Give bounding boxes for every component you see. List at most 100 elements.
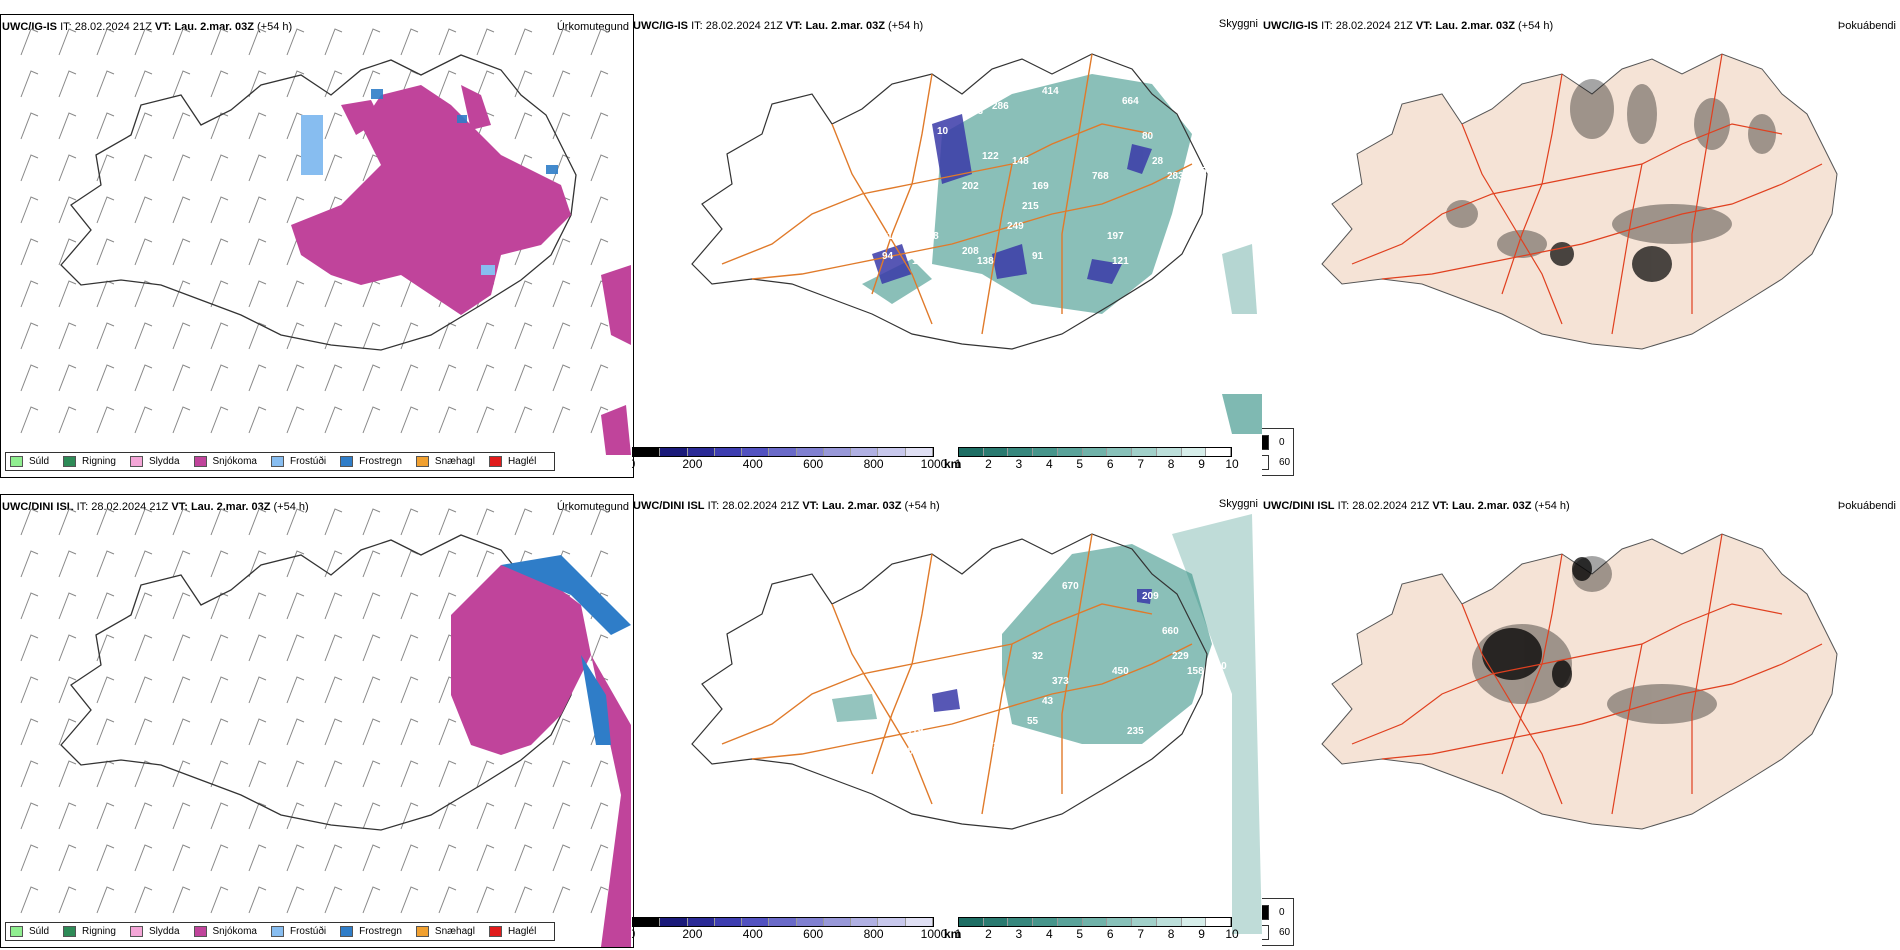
wind-barb	[20, 634, 39, 662]
wind-barb	[248, 886, 267, 914]
wind-barb	[476, 802, 495, 830]
colorbar-tick: 1000	[920, 457, 948, 471]
wind-barb	[210, 406, 229, 434]
height-label: 158	[1187, 666, 1204, 677]
colorbar-tick: 7	[1137, 457, 1144, 471]
legend-item: Frostúði	[270, 926, 326, 937]
road-line	[871, 73, 933, 295]
wind-barb	[514, 28, 533, 56]
wind-barb	[172, 718, 191, 746]
wind-barb	[400, 322, 419, 350]
wind-barb	[590, 154, 609, 182]
wind-barb	[20, 802, 39, 830]
wind-barb	[134, 154, 153, 182]
legend-swatch	[10, 456, 23, 467]
legend-item: Slydda	[129, 456, 180, 467]
legend-label: Frostregn	[359, 456, 402, 467]
wind-barb	[400, 280, 419, 308]
wind-barb	[552, 760, 571, 788]
legend-item: Haglél	[488, 456, 537, 467]
wind-barb	[552, 364, 571, 392]
road-line	[721, 123, 1153, 265]
wind-barb	[58, 196, 77, 224]
road-line	[1461, 123, 1563, 325]
wind-barb	[248, 592, 267, 620]
colorbar-tick: 1	[954, 927, 962, 941]
wind-barb	[134, 634, 153, 662]
wind-barb	[134, 238, 153, 266]
legend-label: Súld	[29, 926, 50, 937]
legend-label: Snjókoma	[212, 926, 257, 937]
wind-barb	[248, 844, 267, 872]
colorbar-tick: 10	[1225, 457, 1239, 471]
wind-barb	[324, 844, 343, 872]
wind-barb	[134, 406, 153, 434]
wind-barb	[134, 508, 153, 536]
wind-barb	[476, 406, 495, 434]
legend-label: Súld	[29, 456, 50, 467]
wind-barb	[248, 70, 267, 98]
wind-barb	[134, 886, 153, 914]
cloud-base-colorbar: 02004006008001000m	[632, 917, 947, 941]
wind-barb	[552, 112, 571, 140]
wind-barb	[362, 634, 381, 662]
legend-label: Snjókoma	[212, 456, 257, 467]
wind-barb	[96, 406, 115, 434]
wind-barb	[362, 592, 381, 620]
legend-label: Rigning	[82, 926, 116, 937]
fog-indicator-panel-row1: UWC/IG-IS IT: 28.02.2024 21Z VT: Lau. 2.…	[1262, 14, 1900, 476]
wind-barb	[210, 760, 229, 788]
wind-barb	[286, 634, 305, 662]
colorbar-tick: 10	[1225, 927, 1239, 941]
wind-barb	[324, 718, 343, 746]
wind-barb	[58, 154, 77, 182]
visibility-colorbar: 1 2 3 4 5 6 7 8 9 10 km	[944, 917, 1239, 941]
panel-header: UWC/DINI ISL IT: 28.02.2024 21Z VT: Lau.…	[1263, 500, 1570, 512]
wind-barb	[514, 364, 533, 392]
wind-barb	[96, 718, 115, 746]
height-label: 373	[1052, 676, 1069, 687]
road-line	[1461, 603, 1563, 805]
wind-barb	[552, 70, 571, 98]
legend-label: Haglél	[507, 456, 537, 467]
wind-barb	[58, 634, 77, 662]
legend-label: Rigning	[82, 456, 116, 467]
wind-barb	[514, 406, 533, 434]
wind-barb	[362, 406, 381, 434]
colorbar-tick: 5	[1076, 457, 1084, 471]
wind-barb	[590, 70, 609, 98]
colorbar-tick: 9	[1198, 457, 1205, 471]
wind-barb	[248, 550, 267, 578]
cloud-base-colorbar: 02004006008001000m	[632, 447, 947, 471]
colorbar-tick: 600	[803, 457, 824, 471]
wind-barb	[20, 196, 39, 224]
height-label: 183	[902, 746, 919, 757]
wind-barb	[134, 322, 153, 350]
panel-title: Úrkomutegund	[556, 501, 629, 513]
wind-barb	[324, 280, 343, 308]
wind-barb	[58, 886, 77, 914]
colorbar-tick: 200	[682, 457, 703, 471]
wind-barb	[172, 676, 191, 704]
colorbar-tick: 8	[1167, 457, 1175, 471]
height-label: 257	[982, 676, 999, 687]
wind-barb	[96, 196, 115, 224]
colorbar-tick: 1000	[920, 927, 948, 941]
wind-barb	[58, 28, 77, 56]
legend-item: Snæhagl	[415, 456, 475, 467]
road-line	[1501, 73, 1563, 295]
height-label: 10	[937, 126, 949, 137]
height-label: 55	[1027, 716, 1039, 727]
legend-label: Slydda	[148, 926, 180, 937]
wind-barb	[210, 70, 229, 98]
road-line	[721, 603, 1153, 745]
wind-barb	[400, 28, 419, 56]
cloud-visibility-panel-row2: UWC/DINI ISL IT: 28.02.2024 21Z VT: Lau.…	[632, 494, 1262, 946]
wind-barb	[96, 154, 115, 182]
wind-barb	[20, 364, 39, 392]
wind-barb	[324, 634, 343, 662]
wind-barb	[210, 718, 229, 746]
wind-barb	[362, 28, 381, 56]
